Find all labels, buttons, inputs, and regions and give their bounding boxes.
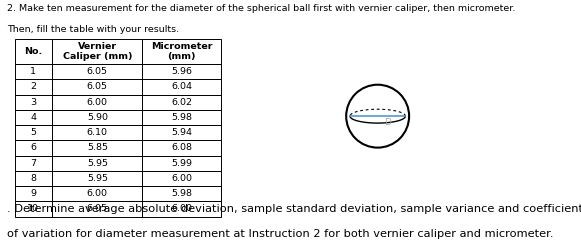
Text: 5.94: 5.94: [171, 128, 192, 137]
Text: 3: 3: [30, 98, 37, 107]
Bar: [142, 140, 221, 156]
Bar: [15, 140, 52, 156]
Bar: [52, 125, 142, 140]
Bar: [142, 64, 221, 79]
Text: Then, fill the table with your results.: Then, fill the table with your results.: [7, 25, 179, 34]
Text: 6.02: 6.02: [171, 98, 192, 107]
Text: No.: No.: [24, 47, 42, 56]
Text: 4: 4: [30, 113, 37, 122]
Bar: [142, 171, 221, 186]
Text: 6.05: 6.05: [87, 204, 108, 213]
Bar: [15, 79, 52, 95]
Bar: [15, 156, 52, 171]
Bar: [15, 186, 52, 201]
Text: Micrometer
(mm): Micrometer (mm): [151, 42, 212, 61]
Bar: [142, 186, 221, 201]
Bar: [15, 125, 52, 140]
Bar: [142, 125, 221, 140]
Text: 6.00: 6.00: [87, 189, 108, 198]
Bar: [142, 79, 221, 95]
Bar: [142, 95, 221, 110]
Bar: [52, 156, 142, 171]
Bar: [52, 140, 142, 156]
Bar: [142, 201, 221, 217]
Text: 5.98: 5.98: [171, 189, 192, 198]
Text: 5.99: 5.99: [171, 159, 192, 168]
Ellipse shape: [346, 85, 409, 148]
Text: 6.00: 6.00: [87, 98, 108, 107]
Text: Vernier
Caliper (mm): Vernier Caliper (mm): [63, 42, 132, 61]
Bar: [15, 171, 52, 186]
Bar: [52, 64, 142, 79]
Text: 5.90: 5.90: [87, 113, 108, 122]
Bar: [15, 201, 52, 217]
Bar: [15, 95, 52, 110]
Text: 1: 1: [30, 67, 37, 76]
Bar: [52, 110, 142, 125]
Text: 5: 5: [30, 128, 37, 137]
Text: of variation for diameter measurement at Instruction 2 for both vernier caliper : of variation for diameter measurement at…: [7, 229, 554, 239]
Bar: [15, 110, 52, 125]
Text: 5.85: 5.85: [87, 144, 108, 152]
Text: 8: 8: [30, 174, 37, 183]
Bar: [52, 201, 142, 217]
Text: 5.96: 5.96: [171, 67, 192, 76]
Text: 10: 10: [27, 204, 40, 213]
Bar: [52, 95, 142, 110]
Text: 2. Make ten measurement for the diameter of the spherical ball first with vernie: 2. Make ten measurement for the diameter…: [7, 4, 515, 13]
Bar: [15, 39, 52, 64]
Bar: [52, 79, 142, 95]
Text: 6.05: 6.05: [87, 83, 108, 91]
Bar: [15, 64, 52, 79]
Bar: [142, 156, 221, 171]
Text: . Determine average absolute deviation, sample standard deviation, sample varian: . Determine average absolute deviation, …: [7, 204, 581, 214]
Text: 2: 2: [30, 83, 37, 91]
Text: 5.98: 5.98: [171, 113, 192, 122]
Text: D: D: [385, 118, 392, 127]
Text: 5.95: 5.95: [87, 159, 108, 168]
Text: 5.95: 5.95: [87, 174, 108, 183]
Bar: [52, 186, 142, 201]
Text: 6.00: 6.00: [171, 204, 192, 213]
Text: 6: 6: [30, 144, 37, 152]
Bar: [52, 171, 142, 186]
Text: 7: 7: [30, 159, 37, 168]
Bar: [142, 110, 221, 125]
Text: 6.10: 6.10: [87, 128, 108, 137]
Text: 6.04: 6.04: [171, 83, 192, 91]
Text: 9: 9: [30, 189, 37, 198]
Text: 6.08: 6.08: [171, 144, 192, 152]
Text: 6.00: 6.00: [171, 174, 192, 183]
Text: 6.05: 6.05: [87, 67, 108, 76]
